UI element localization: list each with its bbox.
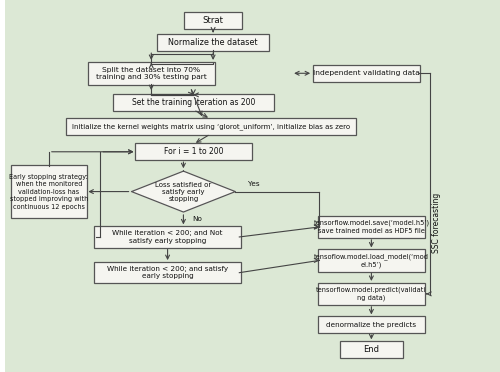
Text: tensorflow.model.predict(validati
ng data): tensorflow.model.predict(validati ng dat… bbox=[316, 287, 426, 301]
Text: tensoflow.model.load_model(‘mod
el.h5’): tensoflow.model.load_model(‘mod el.h5’) bbox=[314, 253, 429, 268]
Text: Normalize the dataset: Normalize the dataset bbox=[168, 38, 258, 47]
Text: Loss satisfied or
satisfy early
stopping: Loss satisfied or satisfy early stopping bbox=[156, 182, 212, 202]
FancyBboxPatch shape bbox=[112, 94, 274, 111]
FancyBboxPatch shape bbox=[340, 341, 402, 358]
Text: Independent validating data: Independent validating data bbox=[313, 70, 420, 76]
Text: denormalize the predicts: denormalize the predicts bbox=[326, 322, 416, 328]
Text: No: No bbox=[192, 217, 202, 222]
FancyBboxPatch shape bbox=[135, 143, 252, 160]
Text: SSC forecasting: SSC forecasting bbox=[432, 193, 441, 253]
Text: End: End bbox=[364, 345, 380, 354]
FancyBboxPatch shape bbox=[66, 118, 356, 135]
FancyBboxPatch shape bbox=[94, 226, 241, 248]
Text: Initialize the kernel weights matrix using ‘glorot_uniform’, initialize bias as : Initialize the kernel weights matrix usi… bbox=[72, 123, 349, 130]
Text: Yes: Yes bbox=[248, 181, 260, 187]
Text: tensorflow.model.save(‘model.h5’)
save trained model as HDF5 file: tensorflow.model.save(‘model.h5’) save t… bbox=[314, 220, 430, 234]
Text: While iteration < 200; and satisfy
early stopping: While iteration < 200; and satisfy early… bbox=[107, 266, 228, 279]
Text: While iteration < 200; and Not
satisfy early stopping: While iteration < 200; and Not satisfy e… bbox=[112, 230, 223, 244]
FancyBboxPatch shape bbox=[318, 316, 425, 333]
Text: Split the dataset into 70%
training and 30% testing part: Split the dataset into 70% training and … bbox=[96, 67, 206, 80]
Text: Set the training iteration as 200: Set the training iteration as 200 bbox=[132, 98, 255, 107]
FancyBboxPatch shape bbox=[11, 166, 87, 218]
FancyBboxPatch shape bbox=[318, 249, 425, 272]
Polygon shape bbox=[132, 171, 236, 212]
FancyBboxPatch shape bbox=[318, 216, 425, 238]
FancyBboxPatch shape bbox=[94, 262, 241, 283]
FancyBboxPatch shape bbox=[184, 12, 242, 29]
Text: Strat: Strat bbox=[202, 16, 224, 25]
Text: For i = 1 to 200: For i = 1 to 200 bbox=[164, 147, 223, 156]
FancyBboxPatch shape bbox=[318, 283, 425, 305]
FancyBboxPatch shape bbox=[313, 65, 420, 82]
FancyBboxPatch shape bbox=[88, 62, 214, 85]
FancyBboxPatch shape bbox=[157, 34, 269, 51]
Text: Early stopping strategy:
when the monitored
validation-loss has
stopped improvin: Early stopping strategy: when the monito… bbox=[10, 174, 88, 209]
